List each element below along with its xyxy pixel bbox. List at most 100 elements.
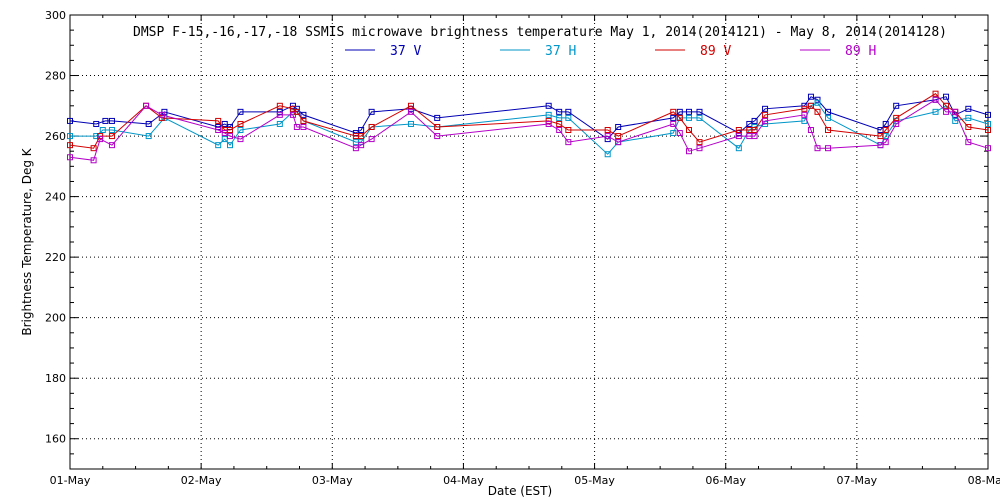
data-point-89-h xyxy=(556,127,563,134)
data-point-89-v xyxy=(545,117,552,124)
y-axis-title: Brightness Temperature, Deg K xyxy=(20,147,34,335)
data-point-89-v xyxy=(300,117,307,124)
data-point-89-v xyxy=(108,133,115,140)
y-tick-label: 300 xyxy=(45,9,66,22)
legend-label-37-v: 37 V xyxy=(390,44,421,59)
data-point-89-h xyxy=(300,123,307,130)
data-point-37-v xyxy=(762,105,769,112)
y-tick-label: 280 xyxy=(45,70,66,83)
data-point-89-v xyxy=(943,102,950,109)
x-tick-label: 08-May xyxy=(968,474,1000,487)
data-point-37-v xyxy=(145,120,152,127)
data-point-37-h xyxy=(685,114,692,121)
data-point-37-v xyxy=(276,108,283,115)
series-line-89-v xyxy=(69,93,989,149)
data-point-37-h xyxy=(237,127,244,134)
data-point-37-v xyxy=(985,111,991,118)
data-point-37-h xyxy=(407,120,414,127)
data-point-89-v xyxy=(604,127,611,134)
data-point-37-v xyxy=(545,102,552,109)
data-point-89-h xyxy=(751,133,758,140)
x-tick-label: 05-May xyxy=(574,474,615,487)
grid xyxy=(70,15,988,469)
x-tick-label: 04-May xyxy=(443,474,484,487)
data-point-89-v xyxy=(67,142,73,149)
data-point-89-v xyxy=(434,123,441,130)
y-tick-label: 160 xyxy=(45,433,66,446)
data-point-89-v xyxy=(825,127,832,134)
data-point-89-v xyxy=(985,127,991,134)
data-point-89-v xyxy=(932,90,939,97)
series-89-v xyxy=(67,90,991,152)
data-point-89-v xyxy=(696,139,703,146)
data-point-37-v xyxy=(965,105,972,112)
data-point-37-v xyxy=(943,93,950,100)
data-point-37-v xyxy=(882,120,889,127)
data-point-37-v xyxy=(368,108,375,115)
data-point-89-h xyxy=(67,154,73,161)
series-line-37-h xyxy=(70,102,989,155)
x-tick-label: 06-May xyxy=(705,474,746,487)
data-point-37-h xyxy=(670,130,677,137)
data-point-37-h xyxy=(145,133,152,140)
data-point-89-v xyxy=(556,120,563,127)
data-point-89-h xyxy=(215,127,222,134)
data-point-37-h xyxy=(93,133,100,140)
legend-label-37-h: 37 H xyxy=(545,44,576,59)
data-point-89-h xyxy=(90,157,97,164)
data-point-37-v xyxy=(685,108,692,115)
data-point-89-v xyxy=(358,133,365,140)
series-89-h xyxy=(67,96,991,164)
data-point-37-v xyxy=(300,111,307,118)
data-point-37-h xyxy=(215,142,222,149)
data-point-37-h xyxy=(67,133,73,140)
data-point-89-h xyxy=(685,148,692,155)
data-point-89-v xyxy=(685,127,692,134)
data-point-37-h xyxy=(965,114,972,121)
data-point-89-h xyxy=(276,111,283,118)
data-point-37-v xyxy=(735,130,742,137)
data-point-89-v xyxy=(807,102,814,109)
data-point-89-v xyxy=(877,133,884,140)
data-point-89-h xyxy=(825,145,832,152)
data-point-37-h xyxy=(108,127,115,134)
data-point-89-v xyxy=(965,123,972,130)
data-point-89-v xyxy=(751,127,758,134)
data-point-89-v xyxy=(670,108,677,115)
data-point-89-h xyxy=(143,102,150,109)
y-tick-label: 180 xyxy=(45,372,66,385)
plot-area-frame xyxy=(69,14,989,470)
y-tick-label: 260 xyxy=(45,130,66,143)
data-point-37-h xyxy=(735,145,742,152)
data-point-89-h xyxy=(762,117,769,124)
data-point-89-h xyxy=(877,142,884,149)
y-tick-label: 200 xyxy=(45,312,66,325)
data-point-37-v xyxy=(676,108,683,115)
legend-label-89-h: 89 H xyxy=(845,44,876,59)
data-point-89-h xyxy=(670,120,677,127)
series-line-89-h xyxy=(69,99,989,161)
data-point-37-h xyxy=(99,127,106,134)
x-tick-label: 01-May xyxy=(50,474,91,487)
data-point-89-h xyxy=(893,120,900,127)
data-point-89-h xyxy=(932,96,939,103)
data-point-89-v xyxy=(215,117,222,124)
data-point-89-h xyxy=(97,136,104,143)
data-point-37-v xyxy=(221,120,228,127)
data-point-89-v xyxy=(407,102,414,109)
data-point-89-v xyxy=(814,108,821,115)
data-point-37-v xyxy=(434,114,441,121)
data-point-37-v xyxy=(93,120,100,127)
data-point-89-v xyxy=(801,105,808,112)
data-point-37-h xyxy=(556,114,563,121)
data-point-37-v xyxy=(565,108,572,115)
data-point-89-v xyxy=(293,108,300,115)
data-point-89-v xyxy=(289,105,296,112)
data-point-89-h xyxy=(434,133,441,140)
data-point-37-v xyxy=(825,108,832,115)
data-point-89-h xyxy=(943,108,950,115)
data-point-37-v xyxy=(615,123,622,130)
data-point-89-v xyxy=(676,114,683,121)
axis-ticks: 01-May 02-May 03-May 04-May 05-May 06-May 07-M… xyxy=(45,9,1000,487)
